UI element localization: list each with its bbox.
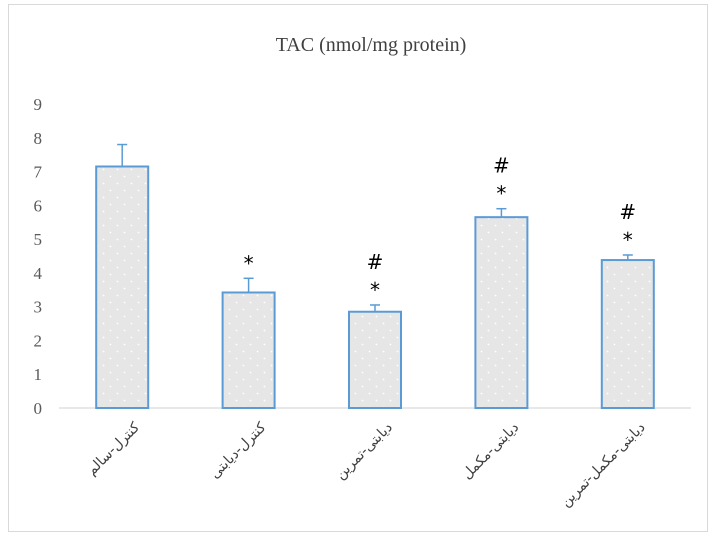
y-tick-label: 0 — [34, 399, 43, 418]
y-tick-label: 2 — [34, 331, 43, 350]
bar[interactable] — [221, 291, 276, 410]
y-tick-label: 1 — [34, 365, 43, 384]
chart-frame: TAC (nmol/mg protein) 0 1 2 3 4 5 6 7 8 9 کنترل-سا… — [8, 4, 708, 532]
y-tick-label: 6 — [34, 196, 43, 215]
x-tick-label: کنترل-سالم — [84, 419, 143, 478]
plot-area: 0 1 2 3 4 5 6 7 8 9 کنترل-سالم * کنترل-دیابتی # * دیابت… — [34, 95, 691, 511]
x-tick-label: کنترل-دیابتی — [207, 419, 270, 482]
bar[interactable] — [348, 310, 402, 410]
significance-star: * — [370, 278, 380, 302]
x-tick-label: دیابتی-مکمل-تمرین — [558, 420, 649, 511]
bar-chart: TAC (nmol/mg protein) 0 1 2 3 4 5 6 7 8 9 کنترل-سا… — [34, 34, 691, 511]
y-tick-label: 4 — [34, 264, 43, 283]
y-tick-label: 5 — [34, 230, 43, 249]
significance-star: * — [244, 251, 254, 275]
bar[interactable] — [600, 259, 655, 409]
significance-hash: # — [493, 154, 510, 178]
x-tick-label: دیابتی-تمرین — [333, 420, 396, 483]
bar[interactable] — [474, 216, 529, 409]
y-tick-label: 7 — [34, 163, 43, 182]
y-tick-label: 8 — [34, 129, 43, 148]
y-tick-label: 9 — [34, 95, 43, 114]
significance-hash: # — [367, 250, 384, 274]
significance-star: * — [496, 182, 506, 206]
significance-star: * — [623, 228, 633, 252]
bar[interactable] — [95, 165, 150, 409]
significance-hash: # — [619, 200, 636, 224]
chart-title: TAC (nmol/mg protein) — [276, 34, 467, 56]
x-tick-label: دیابتی-مکمل — [459, 420, 522, 483]
y-tick-label: 3 — [34, 298, 43, 317]
